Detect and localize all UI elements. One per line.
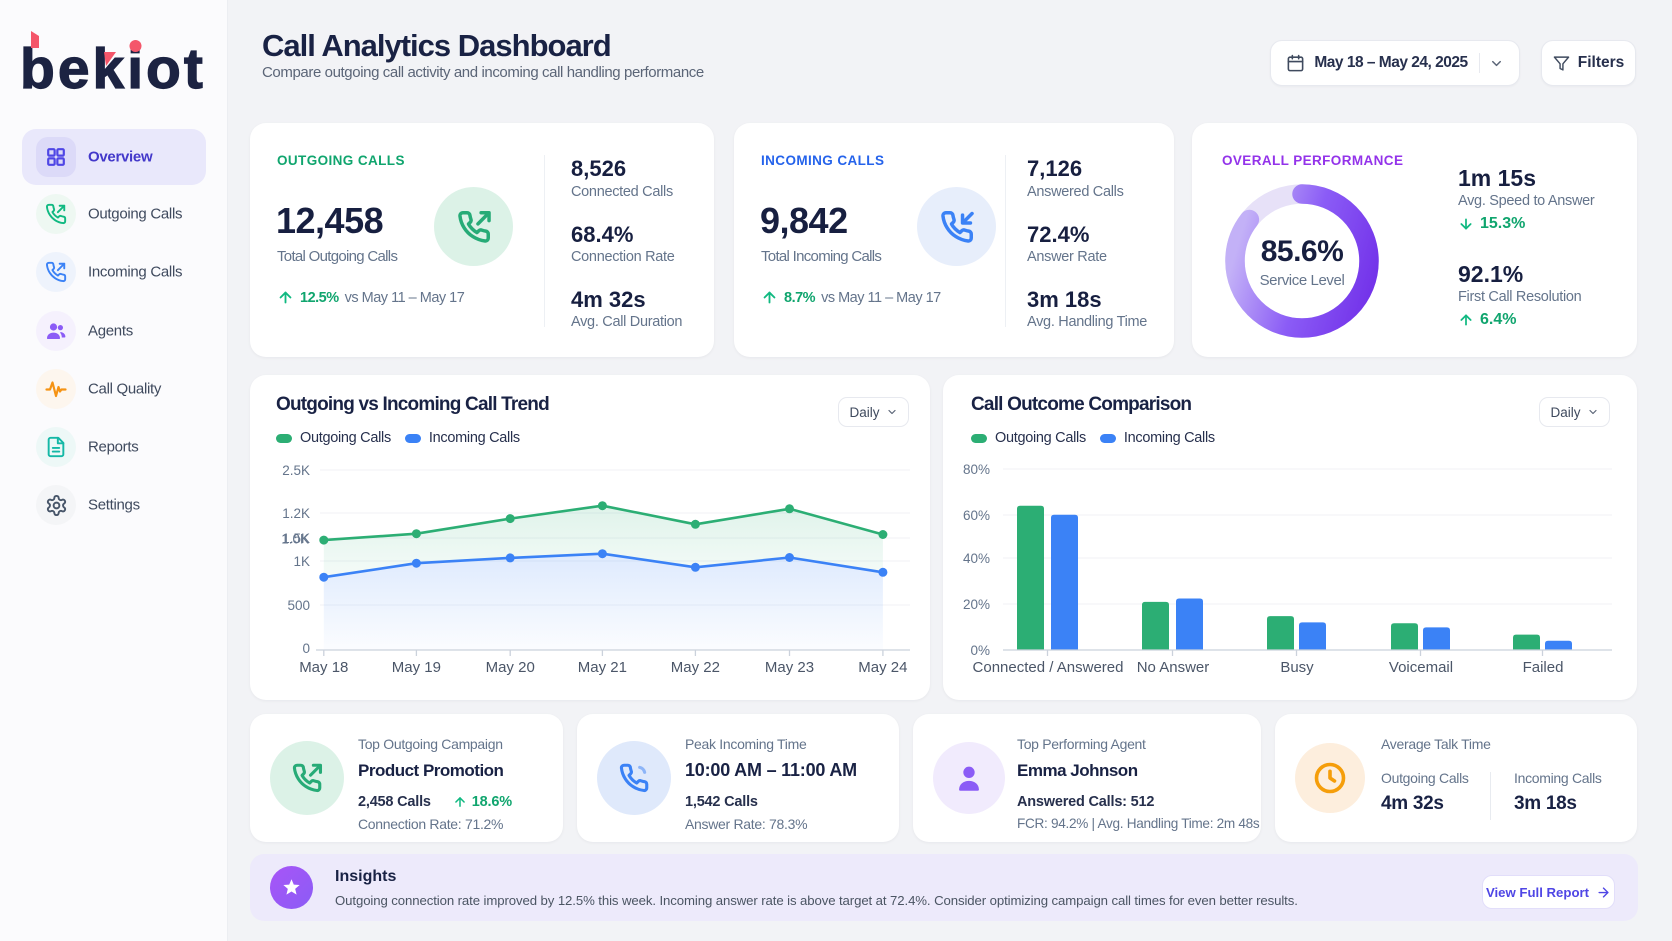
svg-text:No Answer: No Answer (1137, 659, 1210, 676)
svg-text:1.5K: 1.5K (282, 531, 310, 546)
svg-text:0%: 0% (970, 643, 990, 658)
svg-text:1.2K: 1.2K (282, 506, 310, 521)
svg-text:500: 500 (287, 598, 310, 613)
svg-text:Voicemail: Voicemail (1389, 659, 1453, 676)
svg-text:May 18: May 18 (299, 659, 348, 676)
svg-text:20%: 20% (963, 597, 990, 612)
svg-text:1K: 1K (293, 554, 310, 569)
svg-text:May 22: May 22 (671, 659, 720, 676)
svg-text:Connected / Answered: Connected / Answered (973, 659, 1124, 676)
svg-text:40%: 40% (963, 551, 990, 566)
svg-text:May 19: May 19 (392, 659, 441, 676)
svg-text:May 21: May 21 (578, 659, 627, 676)
svg-text:May 24: May 24 (858, 659, 907, 676)
svg-text:60%: 60% (963, 508, 990, 523)
svg-text:May 23: May 23 (765, 659, 814, 676)
svg-text:bekiot: bekiot (22, 37, 206, 97)
svg-text:Busy: Busy (1280, 659, 1314, 676)
svg-text:0: 0 (302, 641, 310, 656)
svg-text:1.0K: 1.0K (281, 532, 309, 547)
svg-text:80%: 80% (963, 462, 990, 477)
svg-text:May 20: May 20 (486, 659, 535, 676)
svg-text:Failed: Failed (1523, 659, 1564, 676)
svg-text:2.5K: 2.5K (282, 463, 310, 478)
